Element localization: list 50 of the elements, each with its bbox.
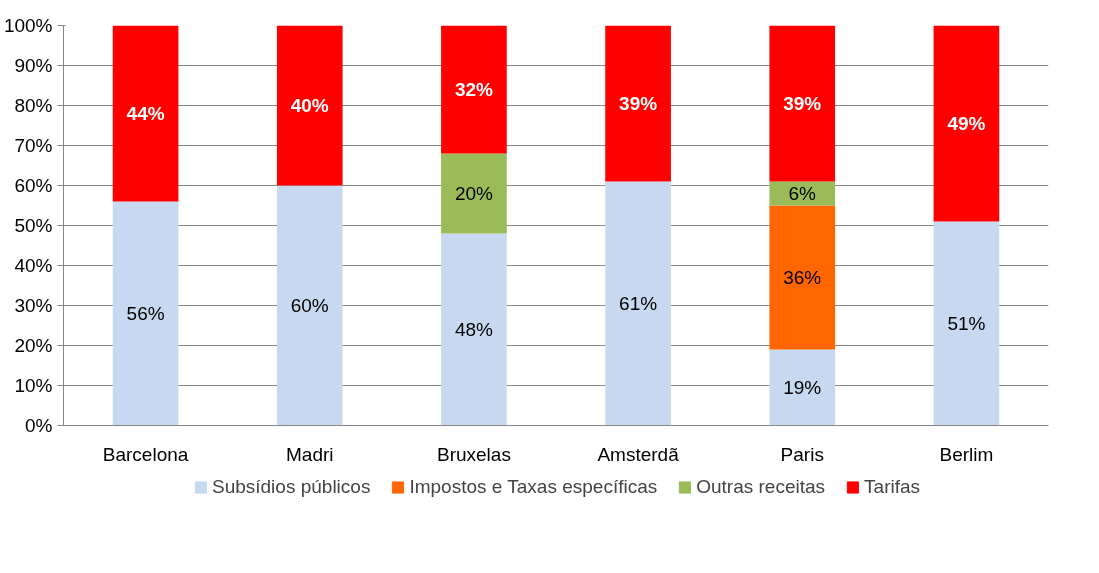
legend-label: Subsídios públicos bbox=[211, 476, 371, 498]
x-tick-label: Madri bbox=[286, 443, 334, 465]
data-label: 48% bbox=[454, 319, 494, 340]
data-label: 39% bbox=[619, 93, 658, 114]
bar bbox=[441, 153, 507, 234]
y-tick-label: 60% bbox=[14, 175, 53, 196]
bar bbox=[112, 25, 179, 202]
bar bbox=[769, 205, 836, 350]
data-label: 32% bbox=[454, 79, 494, 100]
data-label: 51% bbox=[947, 313, 986, 334]
data-label: 56% bbox=[126, 303, 165, 324]
bar bbox=[933, 25, 1000, 222]
x-tick-label: Paris bbox=[780, 443, 824, 465]
bar bbox=[769, 349, 836, 426]
bar bbox=[933, 221, 1000, 426]
y-tick-label: 40% bbox=[14, 255, 53, 276]
bar bbox=[769, 25, 836, 182]
x-tick-label: Barcelona bbox=[102, 443, 189, 465]
bar bbox=[605, 25, 671, 182]
data-label: 19% bbox=[783, 377, 822, 398]
legend-label: Outras receitas bbox=[696, 476, 826, 498]
y-tick-label: 90% bbox=[14, 55, 53, 76]
y-tick-label: 30% bbox=[14, 295, 53, 316]
y-tick-label: 80% bbox=[14, 95, 53, 116]
y-tick-label: 100% bbox=[3, 15, 53, 36]
data-label: 49% bbox=[947, 113, 986, 134]
bar bbox=[112, 201, 179, 426]
data-label: 36% bbox=[783, 267, 822, 288]
y-tick-label: 20% bbox=[14, 335, 53, 356]
data-label: 40% bbox=[290, 95, 329, 116]
data-label: 61% bbox=[619, 293, 658, 314]
x-tick-label: Amsterdã bbox=[597, 443, 680, 465]
y-tick-label: 70% bbox=[14, 135, 53, 156]
legend-label: Impostos e Taxas específicas bbox=[409, 476, 658, 498]
y-tick-label: 10% bbox=[14, 375, 53, 396]
bar bbox=[605, 181, 671, 426]
data-label: 60% bbox=[290, 295, 329, 316]
bar bbox=[276, 185, 343, 426]
data-label: 6% bbox=[788, 183, 817, 204]
data-label: 44% bbox=[126, 103, 165, 124]
x-tick-label: Bruxelas bbox=[436, 443, 511, 465]
x-tick-label: Berlim bbox=[939, 443, 994, 465]
y-tick-label: 0% bbox=[25, 415, 53, 436]
bar bbox=[276, 25, 343, 186]
bar bbox=[441, 25, 507, 154]
data-label: 39% bbox=[783, 93, 822, 114]
data-label: 20% bbox=[454, 183, 494, 204]
bar bbox=[441, 233, 507, 426]
legend-label: Tarifas bbox=[864, 476, 921, 498]
y-tick-label: 50% bbox=[14, 215, 53, 236]
